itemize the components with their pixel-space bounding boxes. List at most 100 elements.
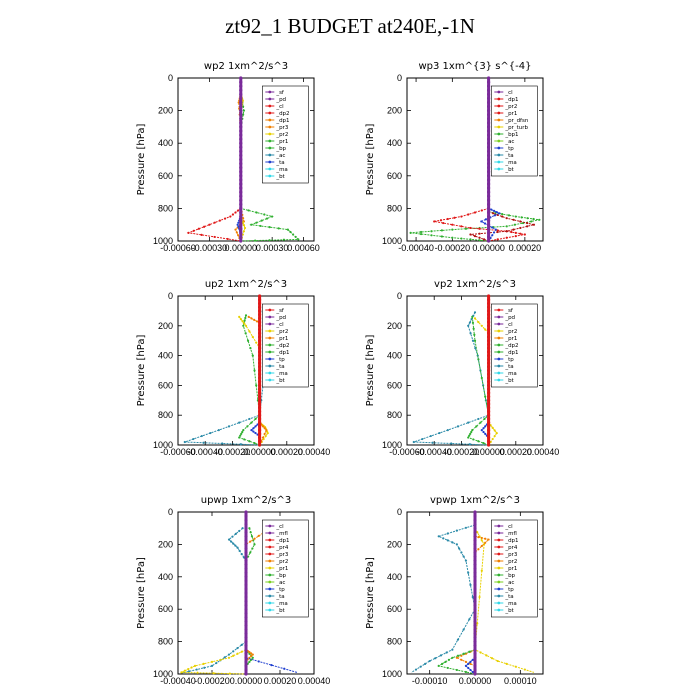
legend-marker bbox=[497, 139, 501, 143]
legend-marker bbox=[268, 315, 272, 319]
legend-marker bbox=[268, 90, 272, 94]
data-point bbox=[480, 429, 483, 432]
legend-label: _dp2 bbox=[275, 111, 289, 117]
y-tick-label: 1000 bbox=[153, 236, 173, 246]
y-tick-label: 600 bbox=[158, 604, 173, 614]
legend-label: _sf bbox=[275, 308, 285, 314]
data-point bbox=[239, 178, 243, 182]
y-axis-label: Pressure [hPa] bbox=[136, 335, 147, 407]
x-tick-label: -0.00040 bbox=[160, 676, 196, 686]
data-point bbox=[251, 335, 254, 339]
data-point bbox=[230, 540, 233, 543]
data-point bbox=[244, 563, 248, 567]
data-point bbox=[487, 342, 491, 347]
data-point bbox=[234, 544, 237, 547]
y-tick-label: 400 bbox=[158, 572, 173, 582]
data-point bbox=[258, 394, 262, 399]
x-tick-label: -0.00060 bbox=[160, 447, 196, 457]
data-point bbox=[491, 234, 494, 237]
data-point bbox=[254, 417, 257, 421]
data-point bbox=[258, 435, 262, 440]
data-point bbox=[464, 664, 468, 668]
data-point bbox=[496, 229, 499, 232]
data-point bbox=[240, 553, 243, 556]
legend-marker bbox=[268, 146, 272, 150]
data-point bbox=[477, 417, 480, 421]
data-point bbox=[487, 391, 491, 395]
data-point bbox=[473, 526, 477, 530]
data-point bbox=[244, 591, 248, 595]
data-point bbox=[252, 430, 255, 433]
data-point bbox=[487, 439, 491, 443]
data-point bbox=[244, 538, 248, 542]
data-point bbox=[471, 315, 474, 318]
data-point bbox=[197, 227, 201, 230]
x-tick-label: -0.00060 bbox=[160, 243, 196, 253]
panel-1: wp2 1xm^2/s^3 Pressure [hPa] 0 200 400 600 800… bbox=[136, 61, 320, 253]
data-point bbox=[473, 640, 477, 644]
legend-marker bbox=[497, 594, 501, 598]
data-point bbox=[468, 434, 471, 437]
data-point bbox=[487, 84, 491, 88]
data-point bbox=[487, 214, 491, 219]
legend-marker bbox=[268, 118, 272, 122]
legend-marker bbox=[497, 167, 501, 171]
legend-marker bbox=[268, 167, 272, 171]
data-point bbox=[493, 214, 497, 217]
legend-label: _dp1 bbox=[504, 350, 518, 356]
data-point bbox=[462, 652, 465, 655]
data-point bbox=[473, 550, 477, 555]
legend-marker bbox=[497, 125, 501, 129]
data-point bbox=[235, 231, 238, 234]
data-point bbox=[473, 631, 477, 636]
data-point bbox=[487, 301, 491, 306]
panel-title: upwp 1xm^2/s^3 bbox=[201, 495, 291, 506]
data-point bbox=[471, 429, 474, 432]
y-tick-label: 800 bbox=[158, 637, 173, 647]
y-tick-label: 1000 bbox=[153, 440, 173, 450]
data-point bbox=[487, 327, 491, 332]
data-point bbox=[505, 236, 508, 239]
data-point bbox=[526, 217, 529, 220]
data-point bbox=[467, 666, 470, 670]
legend-label: _ta bbox=[504, 364, 513, 370]
data-point bbox=[239, 202, 243, 206]
data-point bbox=[451, 656, 454, 659]
data-point bbox=[473, 575, 477, 579]
series-line-yellow bbox=[181, 649, 247, 675]
legend-label: _mfl bbox=[504, 531, 517, 537]
data-point bbox=[464, 526, 468, 529]
x-tick-label: 0.00000 bbox=[459, 676, 492, 686]
plot-frame bbox=[177, 295, 315, 446]
data-point bbox=[244, 542, 248, 547]
data-point bbox=[244, 615, 248, 619]
data-point bbox=[239, 88, 243, 92]
data-point bbox=[244, 554, 248, 559]
data-point bbox=[258, 402, 262, 406]
series-line-red bbox=[434, 207, 525, 242]
y-tick-label: 800 bbox=[387, 203, 402, 213]
data-point bbox=[493, 434, 496, 438]
data-point bbox=[428, 659, 431, 663]
legend-label: _tp bbox=[504, 146, 514, 152]
data-point bbox=[496, 238, 499, 241]
data-point bbox=[244, 611, 248, 615]
y-tick-label: 800 bbox=[387, 410, 402, 420]
data-point bbox=[258, 342, 262, 347]
legend-marker bbox=[497, 364, 501, 368]
data-point bbox=[203, 225, 206, 228]
data-point bbox=[487, 129, 491, 133]
x-tick-label: 0.00000 bbox=[472, 447, 505, 457]
y-tick-label: 0 bbox=[168, 507, 173, 517]
panel-6: vpwp 1xm^2/s^3 Pressure [hPa] 0 200 400 600 80… bbox=[365, 495, 544, 686]
data-point bbox=[246, 425, 249, 428]
legend-label: _dp1 bbox=[275, 118, 289, 124]
data-point bbox=[473, 567, 477, 571]
data-point bbox=[487, 421, 491, 425]
legend-label: _pr2 bbox=[504, 104, 517, 110]
legend-label: _cl bbox=[275, 322, 284, 328]
legend-label: _pr_turb bbox=[504, 125, 528, 131]
data-point bbox=[519, 232, 522, 235]
y-tick-label: 600 bbox=[387, 171, 402, 181]
